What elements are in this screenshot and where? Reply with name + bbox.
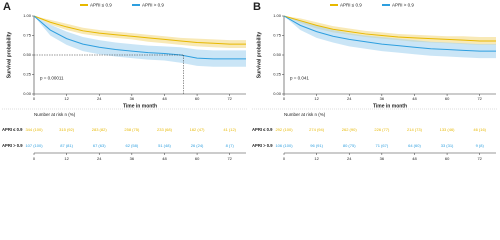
risk-cell: 226 (77) — [374, 127, 390, 132]
survival-curve — [283, 15, 496, 42]
legend-label: APRI ≤ 0.9 — [340, 3, 362, 8]
x-tick-label: 12 — [314, 96, 319, 101]
risk-cell: 214 (73) — [407, 127, 423, 132]
risk-cell: 344 (100) — [25, 127, 43, 132]
risk-cell: 315 (92) — [59, 127, 75, 132]
risk-x-tick-label: 48 — [162, 156, 167, 161]
x-tick-label: 72 — [477, 96, 482, 101]
survival-curve — [33, 15, 246, 60]
x-tick-label: 24 — [347, 96, 352, 101]
risk-cell: 107 (100) — [25, 143, 43, 148]
y-axis-title: Survival probability — [256, 32, 262, 79]
risk-cell: 274 (94) — [309, 127, 325, 132]
x-tick-label: 48 — [162, 96, 167, 101]
risk-cell: 67 (63) — [93, 143, 106, 148]
risk-cell: 71 (67) — [376, 143, 389, 148]
risk-x-tick-label: 24 — [347, 156, 352, 161]
x-axis-title: Time in month — [373, 103, 407, 109]
x-tick-label: 36 — [380, 96, 385, 101]
risk-cell: 106 (100) — [275, 143, 293, 148]
risk-x-tick-label: 12 — [314, 156, 319, 161]
panel-label: A — [3, 1, 11, 13]
risk-cell: 51 (48) — [158, 143, 171, 148]
y-tick-label: 0.75 — [23, 33, 32, 38]
y-tick-label: 0.00 — [273, 91, 282, 96]
y-tick-label: 0.75 — [273, 33, 282, 38]
risk-cell: 62 (58) — [126, 143, 139, 148]
y-tick-label: 0.50 — [273, 52, 282, 57]
risk-cell: 80 (75) — [343, 143, 356, 148]
risk-x-tick-label: 60 — [445, 156, 450, 161]
y-tick-label: 1.00 — [23, 13, 32, 18]
y-tick-label: 0.50 — [23, 52, 32, 57]
y-tick-label: 0.00 — [23, 91, 32, 96]
y-tick-label: 0.25 — [23, 72, 32, 77]
legend-label: APRI > 0.9 — [392, 3, 414, 8]
risk-x-tick-label: 0 — [33, 156, 36, 161]
x-tick-label: 0 — [283, 96, 286, 101]
risk-cell: 87 (81) — [60, 143, 73, 148]
risk-cell: 33 (31) — [441, 143, 454, 148]
risk-cell: 46 (16) — [473, 127, 486, 132]
risk-x-tick-label: 72 — [227, 156, 232, 161]
x-tick-label: 72 — [227, 96, 232, 101]
risk-row-label: APRI > 0.9 — [252, 143, 273, 148]
risk-cell: 262 (90) — [342, 127, 358, 132]
y-tick-label: 1.00 — [273, 13, 282, 18]
x-tick-label: 0 — [33, 96, 36, 101]
risk-row-label: APRI ≤ 0.9 — [252, 127, 273, 132]
p-value: p = 0.041 — [290, 76, 309, 81]
risk-row-label: APRI > 0.9 — [2, 143, 23, 148]
x-tick-label: 48 — [412, 96, 417, 101]
risk-cell: 41 (12) — [223, 127, 236, 132]
x-tick-label: 24 — [97, 96, 102, 101]
legend-label: APRI > 0.9 — [142, 3, 164, 8]
risk-cell: 233 (68) — [157, 127, 173, 132]
risk-cell: 26 (24) — [191, 143, 204, 148]
x-tick-label: 36 — [130, 96, 135, 101]
y-axis-title: Survival probability — [6, 32, 12, 79]
x-tick-label: 60 — [195, 96, 200, 101]
risk-cell: 292 (100) — [275, 127, 293, 132]
risk-cell: 64 (60) — [408, 143, 421, 148]
x-tick-label: 60 — [445, 96, 450, 101]
y-tick-label: 0.25 — [273, 72, 282, 77]
risk-cell: 162 (47) — [190, 127, 206, 132]
risk-cell: 8 (7) — [226, 143, 235, 148]
risk-x-tick-label: 24 — [97, 156, 102, 161]
risk-x-tick-label: 36 — [130, 156, 135, 161]
legend-label: APRI ≤ 0.9 — [90, 3, 112, 8]
risk-cell: 96 (91) — [310, 143, 323, 148]
figure: A APRI ≤ 0.9 APRI > 0.9 Survival probabilit… — [2, 1, 498, 161]
risk-cell: 258 (75) — [124, 127, 140, 132]
risk-cell: 133 (46) — [440, 127, 456, 132]
x-axis-title: Time in month — [123, 103, 157, 109]
x-tick-label: 12 — [64, 96, 69, 101]
risk-table-title: Number at risk n (%) — [284, 112, 326, 117]
risk-x-tick-label: 72 — [477, 156, 482, 161]
risk-cell: 283 (82) — [92, 127, 108, 132]
risk-x-tick-label: 36 — [380, 156, 385, 161]
panel-label: B — [253, 1, 261, 13]
p-value: p = 0.00011 — [40, 76, 64, 81]
risk-cell: 9 (8) — [476, 143, 485, 148]
survival-curve — [283, 15, 496, 52]
risk-table-title: Number at risk n (%) — [34, 112, 76, 117]
confidence-band — [284, 16, 496, 45]
confidence-band — [34, 16, 246, 67]
risk-x-tick-label: 0 — [283, 156, 286, 161]
risk-row-label: APRI ≤ 0.9 — [2, 127, 23, 132]
confidence-band — [34, 16, 246, 48]
risk-x-tick-label: 48 — [412, 156, 417, 161]
risk-x-tick-label: 12 — [64, 156, 69, 161]
confidence-band — [284, 16, 496, 59]
risk-x-tick-label: 60 — [195, 156, 200, 161]
survival-curve — [33, 15, 246, 45]
